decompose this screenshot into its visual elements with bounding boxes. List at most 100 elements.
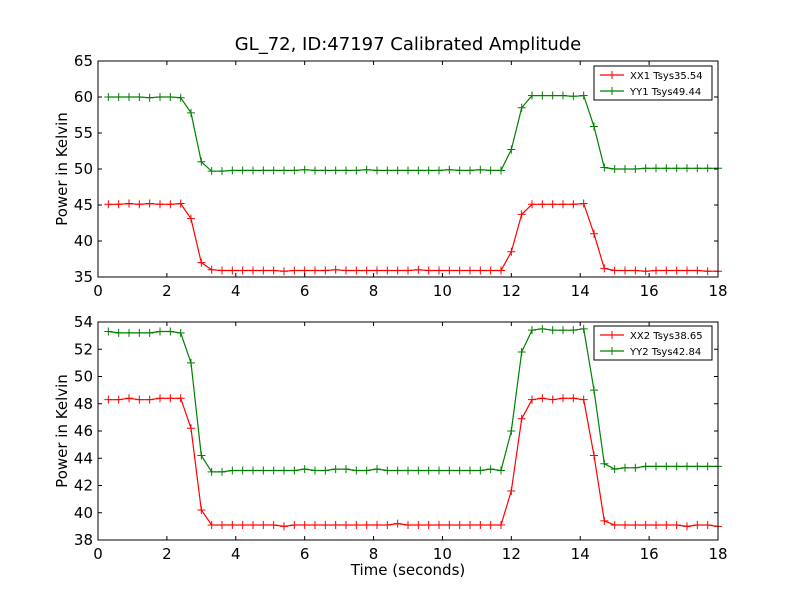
top-point [631,165,640,173]
top-point [166,93,175,101]
bottom-x-tick-label: 10 [433,545,452,563]
bottom-point [466,521,474,530]
bottom-point [641,521,650,530]
bottom-legend [593,325,713,361]
bottom-point [652,462,660,471]
bottom-point [528,395,536,404]
bottom-point [280,466,288,475]
top-point [269,166,278,175]
top-point [538,200,547,209]
bottom-point [435,466,443,475]
top-x-tick-label: 2 [162,282,172,300]
bottom-y-tick-label: 40 [74,504,93,522]
top-y-tick-label: 40 [74,232,93,250]
top-point [517,103,526,112]
bottom-point [145,328,154,337]
bottom-legend-label: XX2 Tsys38.65 [630,331,703,342]
bottom-point [145,395,154,404]
bottom-y-tick-label: 44 [74,449,93,467]
bottom-point [476,521,485,530]
top-point [352,266,361,275]
bottom-point [104,395,113,404]
bottom-point [300,465,309,474]
top-point [187,214,195,223]
bottom-point [342,521,350,530]
top-x-tick-label: 4 [231,282,241,300]
bottom-point [362,521,371,530]
bottom-point [249,521,257,530]
bottom-point [166,394,175,403]
top-point [362,266,371,275]
bottom-point [114,328,123,337]
bottom-point [238,466,247,475]
top-legend-marker [608,71,616,79]
bottom-point [352,466,361,475]
top-y-tick-label: 60 [74,88,93,106]
chart-title: GL_72, ID:47197 Calibrated Amplitude [234,34,582,55]
bottom-point [176,394,185,403]
top-point [114,93,123,101]
top-point [497,266,505,275]
top-point [404,166,412,175]
bottom-point [466,466,474,475]
top-point [373,166,381,175]
bottom-point [187,424,195,433]
bottom-point [610,465,619,474]
top-point [187,108,195,117]
top-point [259,166,268,175]
bottom-point [652,521,660,530]
bottom-point [610,521,619,530]
bottom-point [259,521,268,530]
bottom-point [228,521,237,530]
top-point [466,266,474,275]
bottom-point [631,521,640,530]
top-point [517,210,526,219]
top-point [621,165,629,173]
top-point [238,266,247,275]
bottom-point [311,466,319,475]
bottom-point [197,506,206,515]
bottom-point [300,521,309,530]
bottom-point [362,466,371,475]
top-point [641,164,650,173]
top-series-line-xx1 [108,202,718,272]
top-x-tick-label: 16 [640,282,659,300]
top-point [280,166,288,175]
top-point [383,166,392,175]
bottom-x-tick-label: 2 [162,545,172,563]
top-point [104,200,113,209]
top-point [424,166,433,175]
bottom-point [249,466,257,475]
bottom-point [331,465,340,474]
top-point [455,166,464,175]
bottom-legend-marker [608,331,616,339]
top-point [125,199,133,208]
bottom-point [156,327,164,336]
top-point [207,265,216,274]
top-point [528,200,536,209]
bottom-point [104,327,113,336]
top-y-tick-label: 55 [74,124,93,142]
bottom-point [166,327,175,336]
top-point [228,166,237,175]
bottom-point [435,521,443,530]
bottom-point [683,522,691,531]
top-point [414,265,423,274]
bottom-x-tick-label: 4 [231,545,241,563]
bottom-legend-marker [608,347,616,355]
top-point [652,164,660,173]
bottom-point [197,451,206,460]
top-point [600,163,609,172]
top-point [156,93,164,101]
bottom-point [579,395,588,404]
top-point [114,200,123,209]
top-point [672,266,681,275]
bottom-x-tick-label: 16 [640,545,659,563]
bottom-point [538,324,547,333]
bottom-point [693,462,702,471]
top-point [228,266,237,275]
top-point [249,166,257,175]
bottom-point [156,394,164,403]
top-point [156,200,164,209]
